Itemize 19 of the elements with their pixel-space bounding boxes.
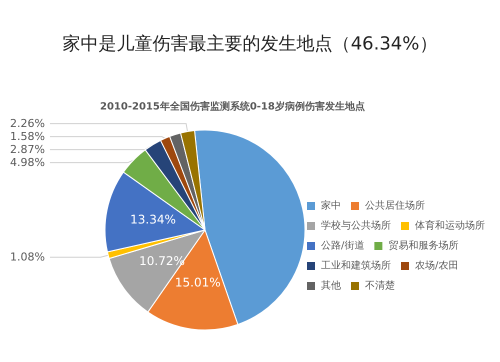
chart-subtitle: 2010-2015年全国伤害监测系统0-18岁病例伤害发生地点 xyxy=(100,100,365,112)
legend-label: 其他 xyxy=(321,280,341,292)
data-label: 1.58% xyxy=(10,130,45,144)
legend-label: 贸易和服务场所 xyxy=(388,240,458,252)
legend-label: 公路/街道 xyxy=(321,240,364,252)
legend-label: 家中 xyxy=(321,200,341,212)
legend-label: 工业和建筑场所 xyxy=(321,260,391,272)
data-label: 13.34% xyxy=(130,212,176,227)
data-label: 15.01% xyxy=(174,276,221,290)
chart-title: 家中是儿童伤害最主要的发生地点（46.34%） xyxy=(62,34,438,54)
data-label: 2.26% xyxy=(10,117,45,130)
legend-label: 学校与公共场所 xyxy=(321,220,391,232)
data-label: 2.87% xyxy=(10,143,45,156)
legend-label: 农场/农田 xyxy=(415,260,458,272)
legend-label: 体育和运动场所 xyxy=(415,220,485,232)
legend-label: 公共居住场所 xyxy=(365,200,425,212)
data-label: 1.08% xyxy=(10,250,45,264)
data-label: 4.98% xyxy=(10,156,45,170)
legend-label: 不清楚 xyxy=(365,280,395,292)
